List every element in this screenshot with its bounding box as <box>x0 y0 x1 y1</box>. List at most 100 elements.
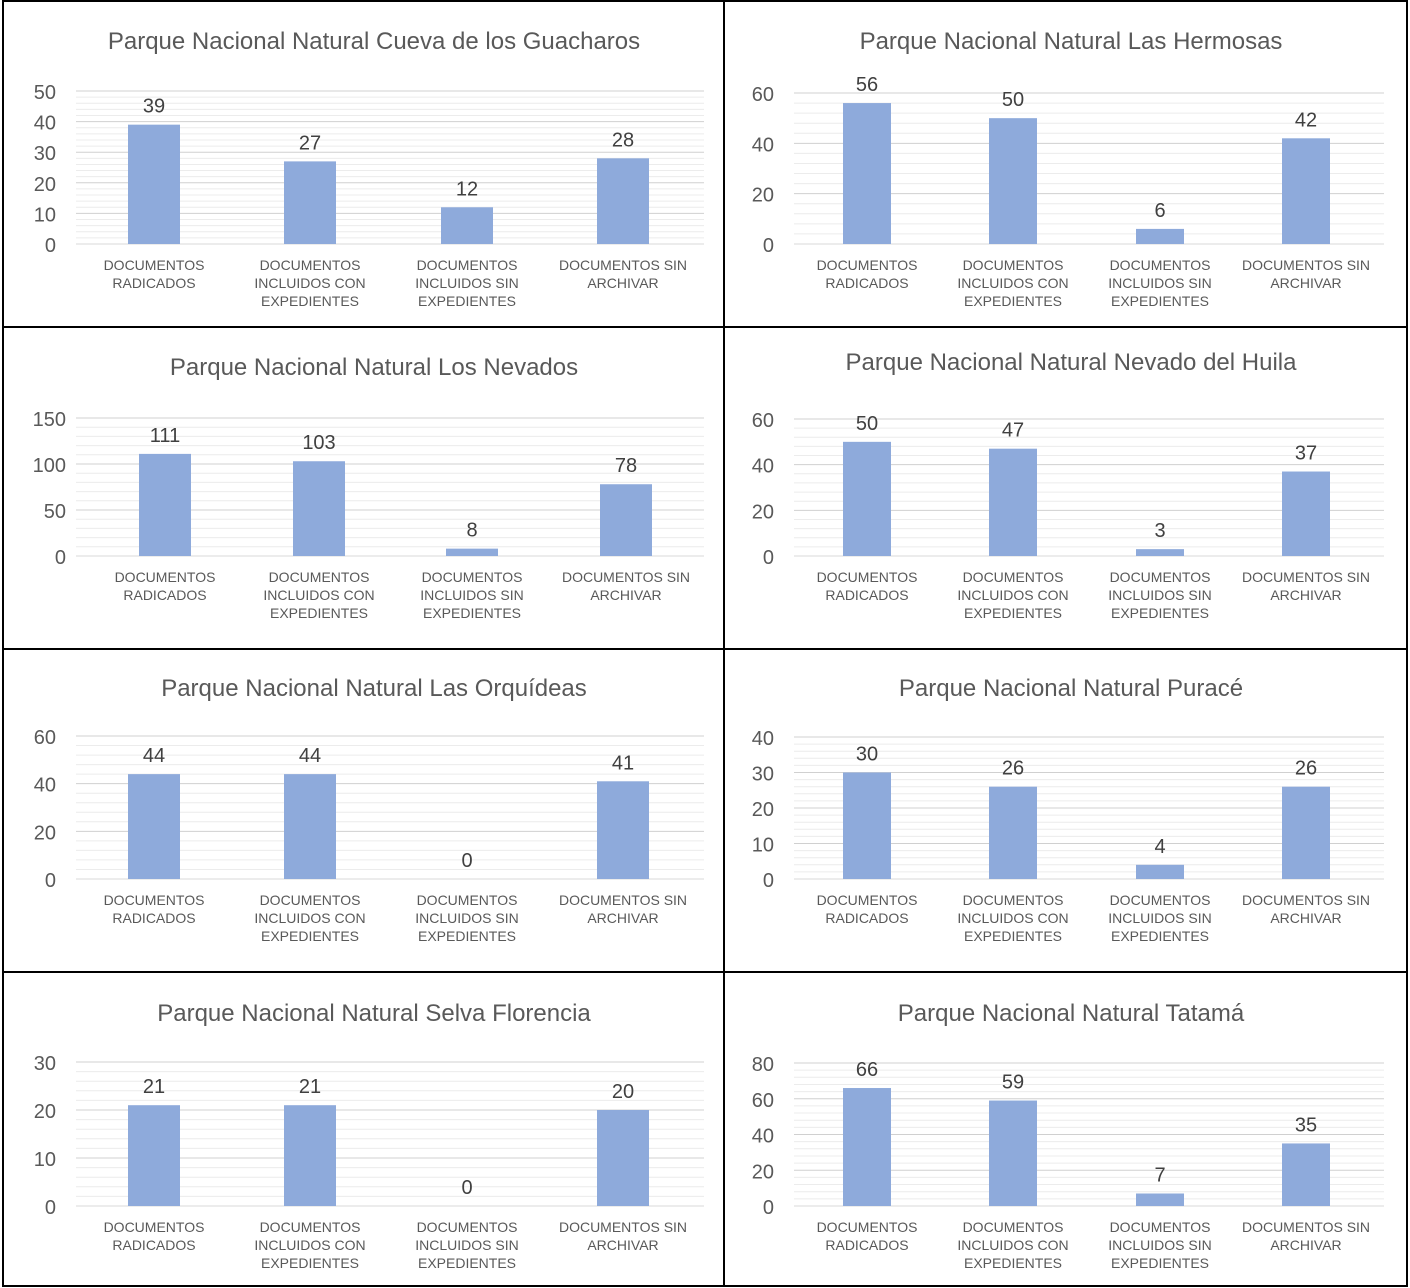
y-tick-label: 0 <box>763 547 774 569</box>
data-label: 21 <box>299 1076 321 1098</box>
category-label-line: DOCUMENTOS <box>817 892 918 908</box>
y-tick-label: 40 <box>34 775 56 797</box>
category-label-line: RADICADOS <box>112 275 195 291</box>
category-label-line: DOCUMENTOS <box>104 257 205 273</box>
category-label-line: INCLUIDOS CON <box>957 1237 1068 1253</box>
category-label-line: RADICADOS <box>825 910 908 926</box>
category-label-line: INCLUIDOS CON <box>957 587 1068 603</box>
bar <box>1282 1143 1330 1206</box>
category-label-line: DOCUMENTOS SIN <box>1242 569 1370 585</box>
data-label: 42 <box>1295 109 1317 131</box>
chart-title: Parque Nacional Natural Puracé <box>899 675 1243 702</box>
y-tick-label: 60 <box>752 1090 774 1112</box>
y-tick-label: 0 <box>45 1197 56 1219</box>
bar <box>989 118 1037 244</box>
bar <box>128 124 180 244</box>
category-label-line: DOCUMENTOS <box>817 257 918 273</box>
category-label: DOCUMENTOS SIN ARCHIVAR <box>562 569 690 603</box>
category-label-line: INCLUIDOS CON <box>254 910 365 926</box>
category-label-line: ARCHIVAR <box>1270 910 1341 926</box>
category-label-line: EXPEDIENTES <box>418 1255 516 1271</box>
category-label-line: EXPEDIENTES <box>418 928 516 944</box>
category-label-line: RADICADOS <box>825 587 908 603</box>
bar <box>446 548 498 556</box>
category-label-line: DOCUMENTOS <box>1110 569 1211 585</box>
category-label-line: EXPEDIENTES <box>261 1255 359 1271</box>
category-label: DOCUMENTOS RADICADOS <box>817 569 918 603</box>
category-label: DOCUMENTOS SIN ARCHIVAR <box>1242 257 1370 291</box>
category-label: DOCUMENTOS INCLUIDOS CON EXPEDIENTES <box>957 257 1068 309</box>
data-label: 44 <box>143 745 165 767</box>
category-label-line: ARCHIVAR <box>587 275 658 291</box>
y-tick-label: 0 <box>763 235 774 257</box>
data-label: 7 <box>1154 1164 1165 1186</box>
y-tick-label: 40 <box>34 113 56 135</box>
y-tick-label: 0 <box>763 1197 774 1219</box>
category-label: DOCUMENTOS INCLUIDOS SIN EXPEDIENTES <box>415 1219 518 1271</box>
category-label: DOCUMENTOS INCLUIDOS CON EXPEDIENTES <box>957 892 1068 944</box>
data-label: 41 <box>612 752 634 774</box>
category-label-line: INCLUIDOS SIN <box>1108 910 1211 926</box>
table-border-row2 <box>2 648 1408 650</box>
category-label-line: DOCUMENTOS SIN <box>559 257 687 273</box>
data-label: 30 <box>856 744 878 766</box>
category-label-line: DOCUMENTOS <box>269 569 370 585</box>
chart-title: Parque Nacional Natural Cueva de los Gua… <box>108 28 640 55</box>
category-label-line: INCLUIDOS SIN <box>420 587 523 603</box>
bar <box>989 786 1037 879</box>
category-label: DOCUMENTOS INCLUIDOS CON EXPEDIENTES <box>957 1219 1068 1271</box>
category-label-line: DOCUMENTOS <box>417 257 518 273</box>
data-label: 4 <box>1154 836 1165 858</box>
category-label-line: RADICADOS <box>825 1237 908 1253</box>
chart-svg: Parque Nacional Natural Tatamá 0 20 40 60 80 6… <box>752 1000 1384 1271</box>
category-label-line: ARCHIVAR <box>1270 587 1341 603</box>
y-tick-label: 10 <box>34 1149 56 1171</box>
category-label: DOCUMENTOS INCLUIDOS CON EXPEDIENTES <box>957 569 1068 621</box>
bar <box>989 1100 1037 1206</box>
category-label: DOCUMENTOS SIN ARCHIVAR <box>559 257 687 291</box>
category-label-line: EXPEDIENTES <box>270 605 368 621</box>
bar <box>1136 1193 1184 1206</box>
bar <box>843 772 891 879</box>
category-label-line: DOCUMENTOS <box>417 1219 518 1235</box>
data-label: 0 <box>461 850 472 872</box>
category-label-line: DOCUMENTOS <box>115 569 216 585</box>
category-label-line: INCLUIDOS SIN <box>415 910 518 926</box>
chart-svg: Parque Nacional Natural Selva Florencia 0… <box>34 1000 704 1271</box>
chart-panel-las-hermosas: Parque Nacional Natural Las Hermosas 0 20 4… <box>729 2 1406 326</box>
chart-title: Parque Nacional Natural Selva Florencia <box>157 1000 591 1027</box>
data-label: 47 <box>1002 420 1024 442</box>
category-label-line: EXPEDIENTES <box>964 928 1062 944</box>
bar <box>843 103 891 244</box>
category-label-line: ARCHIVAR <box>590 587 661 603</box>
bar <box>600 484 652 556</box>
category-label-line: DOCUMENTOS <box>260 1219 361 1235</box>
category-label-line: INCLUIDOS CON <box>254 1237 365 1253</box>
chart-panel-purace: Parque Nacional Natural Puracé 0 10 20 30 40 3… <box>729 651 1406 957</box>
y-tick-label: 20 <box>34 1101 56 1123</box>
category-label-line: DOCUMENTOS <box>963 569 1064 585</box>
category-label-line: EXPEDIENTES <box>261 928 359 944</box>
chart-svg: Parque Nacional Natural Los Nevados 0 50 10… <box>33 354 704 621</box>
bar <box>1136 864 1184 879</box>
y-tick-label: 100 <box>33 455 66 477</box>
chart-svg: Parque Nacional Natural Las Hermosas 0 20 4… <box>752 28 1384 309</box>
category-label-line: EXPEDIENTES <box>1111 293 1209 309</box>
category-label-line: DOCUMENTOS <box>963 892 1064 908</box>
category-label: DOCUMENTOS INCLUIDOS SIN EXPEDIENTES <box>415 257 518 309</box>
chart-svg: Parque Nacional Natural Nevado del Huila… <box>752 349 1384 621</box>
category-label-line: DOCUMENTOS <box>817 1219 918 1235</box>
category-label-line: INCLUIDOS CON <box>254 275 365 291</box>
y-tick-label: 30 <box>752 764 774 786</box>
chart-panel-nevado-huila: Parque Nacional Natural Nevado del Huila… <box>729 328 1406 637</box>
bar <box>284 161 336 244</box>
data-label: 6 <box>1154 200 1165 222</box>
category-label-line: EXPEDIENTES <box>964 605 1062 621</box>
category-label: DOCUMENTOS INCLUIDOS CON EXPEDIENTES <box>254 892 365 944</box>
category-label-line: DOCUMENTOS <box>1110 892 1211 908</box>
bar <box>1136 228 1184 244</box>
chart-title: Parque Nacional Natural Tatamá <box>898 1000 1245 1027</box>
data-label: 27 <box>299 132 321 154</box>
bar <box>293 461 345 556</box>
